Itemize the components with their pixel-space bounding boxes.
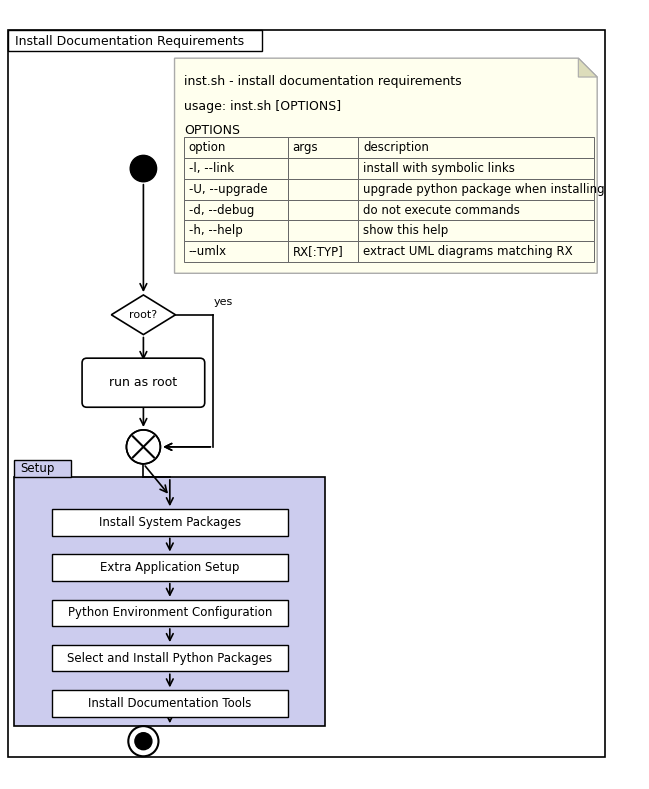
- Text: install with symbolic links: install with symbolic links: [363, 162, 515, 175]
- Text: usage: inst.sh [OPTIONS]: usage: inst.sh [OPTIONS]: [184, 99, 341, 113]
- Text: Install Documentation Requirements: Install Documentation Requirements: [15, 35, 244, 47]
- Polygon shape: [112, 295, 175, 335]
- Circle shape: [130, 155, 156, 181]
- Text: args: args: [293, 141, 318, 155]
- Text: -l, --link: -l, --link: [189, 162, 234, 175]
- Text: OPTIONS: OPTIONS: [184, 124, 240, 137]
- Circle shape: [127, 430, 160, 464]
- Text: show this help: show this help: [363, 224, 448, 237]
- Text: Select and Install Python Packages: Select and Install Python Packages: [67, 652, 273, 664]
- Bar: [184, 241, 288, 262]
- Circle shape: [135, 733, 152, 750]
- Bar: [358, 158, 594, 179]
- Bar: [288, 137, 358, 158]
- Text: description: description: [363, 141, 429, 155]
- Bar: [358, 241, 594, 262]
- Bar: [52, 645, 288, 671]
- Text: Extra Application Setup: Extra Application Setup: [100, 561, 239, 574]
- Bar: [14, 477, 326, 726]
- Polygon shape: [175, 58, 597, 273]
- Bar: [14, 460, 71, 477]
- Bar: [184, 137, 288, 158]
- Circle shape: [129, 726, 158, 757]
- Text: RX[:TYP]: RX[:TYP]: [293, 245, 343, 258]
- Text: do not execute commands: do not execute commands: [363, 204, 520, 216]
- Text: Python Environment Configuration: Python Environment Configuration: [67, 607, 272, 619]
- Bar: [288, 220, 358, 241]
- Bar: [288, 179, 358, 200]
- Text: -U, --upgrade: -U, --upgrade: [189, 183, 267, 196]
- Text: inst.sh - install documentation requirements: inst.sh - install documentation requirem…: [184, 75, 461, 88]
- Bar: [184, 179, 288, 200]
- Bar: [358, 179, 594, 200]
- Bar: [8, 30, 262, 50]
- Bar: [52, 555, 288, 581]
- Text: -d, --debug: -d, --debug: [189, 204, 254, 216]
- Polygon shape: [578, 58, 597, 77]
- Text: Install System Packages: Install System Packages: [99, 516, 241, 529]
- Text: upgrade python package when installing: upgrade python package when installing: [363, 183, 605, 196]
- Bar: [288, 200, 358, 220]
- Bar: [184, 220, 288, 241]
- Bar: [358, 220, 594, 241]
- Text: --umlx: --umlx: [189, 245, 227, 258]
- Bar: [184, 158, 288, 179]
- Text: option: option: [189, 141, 226, 155]
- Text: extract UML diagrams matching RX: extract UML diagrams matching RX: [363, 245, 573, 258]
- Bar: [358, 200, 594, 220]
- Bar: [288, 241, 358, 262]
- Bar: [184, 200, 288, 220]
- Text: -h, --help: -h, --help: [189, 224, 243, 237]
- Bar: [52, 509, 288, 536]
- Text: root?: root?: [129, 310, 158, 320]
- Bar: [52, 600, 288, 626]
- Text: Setup: Setup: [20, 462, 54, 475]
- FancyBboxPatch shape: [82, 358, 204, 407]
- Bar: [358, 137, 594, 158]
- Text: run as root: run as root: [109, 376, 177, 389]
- Bar: [52, 690, 288, 716]
- Text: yes: yes: [214, 297, 232, 307]
- Bar: [288, 158, 358, 179]
- Text: Install Documentation Tools: Install Documentation Tools: [88, 697, 252, 710]
